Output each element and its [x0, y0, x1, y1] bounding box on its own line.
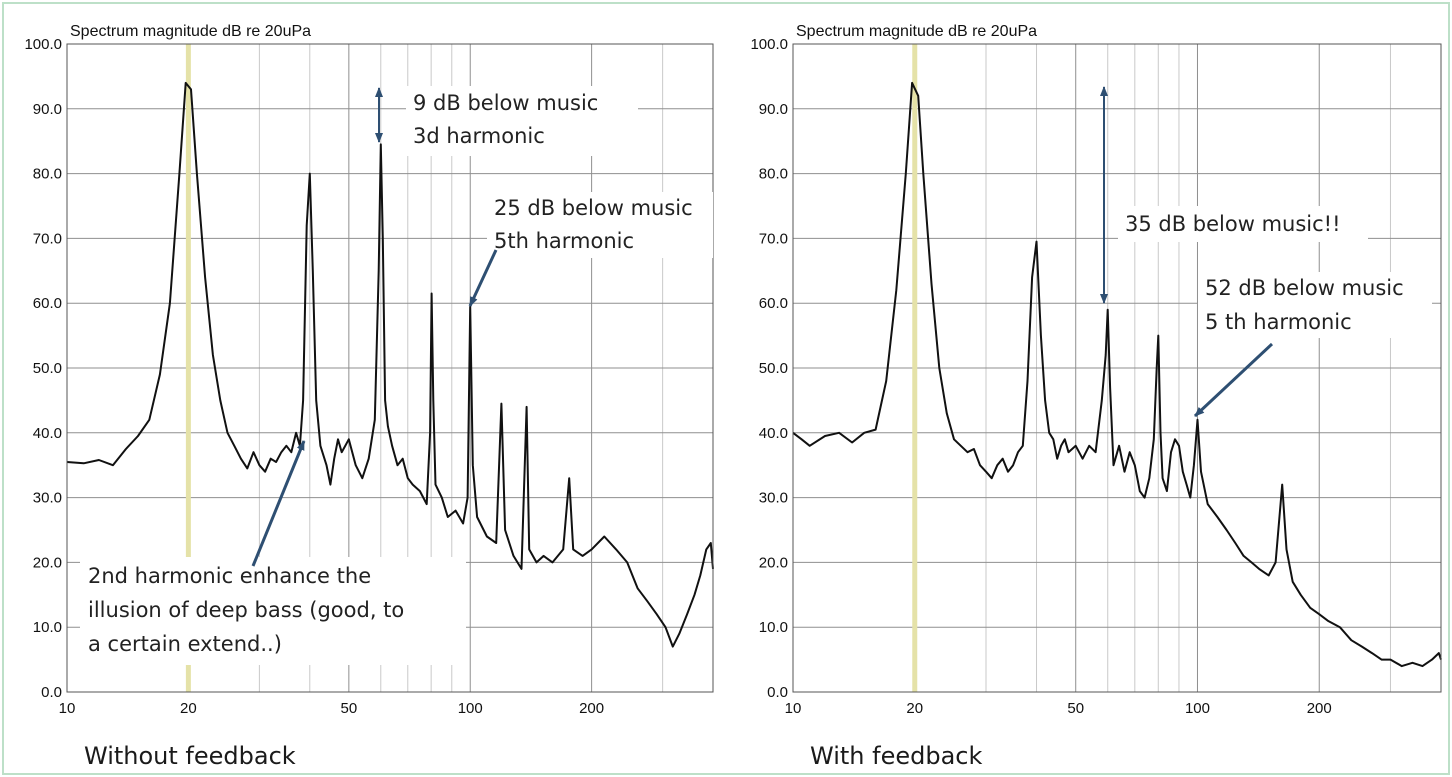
y-tick-labels: 0.0 10.0 20.0 30.0 40.0 50.0 60.0 70.0 80.0 90.0 1…	[750, 36, 788, 701]
annotation-2nd-line3: a certain extend..)	[88, 632, 282, 656]
y-tick-label: 0.0	[767, 684, 788, 701]
annotation-52db-line2: 5 th harmonic	[1205, 310, 1352, 334]
x-tick-label: 20	[906, 700, 923, 717]
plot-border	[66, 43, 714, 693]
x-tick-label: 10	[785, 700, 802, 717]
annotation-box-2nd	[80, 557, 466, 665]
arrow-2nd	[251, 440, 306, 567]
annotation-box-3rd	[406, 86, 638, 156]
x-tick-label: 200	[579, 700, 604, 717]
y-tick-label: 30.0	[33, 490, 62, 507]
y-tick-label: 30.0	[759, 490, 788, 507]
y-tick-label: 40.0	[33, 425, 62, 442]
arrow-25db	[468, 249, 498, 307]
y-tick-label: 50.0	[33, 360, 62, 377]
y-tick-labels: 0.0 10.0 20.0 30.0 40.0 50.0 60.0 70.0 80.0 90.0 1…	[24, 36, 62, 701]
x-tick-label: 100	[458, 700, 483, 717]
y-tick-label: 60.0	[33, 295, 62, 312]
y-tick-label: 100.0	[24, 36, 62, 53]
chart-title: Spectrum magnitude dB re 20uPa	[796, 23, 1037, 40]
annotation-2nd-line1: 2nd harmonic enhance the	[88, 564, 371, 588]
x-tick-label: 200	[1307, 700, 1332, 717]
annotation-box-35db	[1118, 206, 1368, 242]
spectrum-line	[66, 81, 714, 648]
y-tick-label: 50.0	[759, 360, 788, 377]
chart-title: Spectrum magnitude dB re 20uPa	[70, 23, 311, 40]
annotation-2nd-line2: illusion of deep bass (good, to	[88, 598, 404, 622]
y-tick-label: 20.0	[33, 554, 62, 571]
annotation-box-52db	[1198, 272, 1432, 338]
y-tick-label: 80.0	[33, 166, 62, 183]
y-tick-label: 60.0	[759, 295, 788, 312]
annotation-box-5th	[487, 192, 713, 258]
x-tick-label: 100	[1185, 700, 1210, 717]
annotation-52db-line1: 52 dB below music	[1205, 276, 1404, 300]
chart-without-feedback: 0.0 10.0 20.0 30.0 40.0 50.0 60.0 70.0 80.0 90.0 1…	[24, 23, 714, 770]
y-tick-label: 20.0	[759, 554, 788, 571]
caption-with-feedback: With feedback	[810, 742, 982, 770]
y-tick-label: 70.0	[33, 230, 62, 247]
annotation-25db-line1: 25 dB below music	[494, 196, 693, 220]
annotation-9db-line2: 3d harmonic	[413, 124, 545, 148]
arrow-52db	[1193, 342, 1274, 418]
y-tick-label: 90.0	[33, 101, 62, 118]
y-tick-label: 90.0	[759, 101, 788, 118]
x-tick-label: 20	[180, 700, 197, 717]
annotation-35db: 35 dB below music!!	[1125, 212, 1341, 236]
y-tick-label: 100.0	[750, 36, 788, 53]
caption-without-feedback: Without feedback	[84, 742, 296, 770]
y-tick-label: 70.0	[759, 230, 788, 247]
spectrum-line	[792, 81, 1442, 668]
y-tick-label: 0.0	[41, 684, 62, 701]
annotation-9db-line1: 9 dB below music	[413, 91, 598, 115]
y-tick-label: 40.0	[759, 425, 788, 442]
x-tick-label: 50	[341, 700, 358, 717]
plot-border	[792, 43, 1442, 693]
y-tick-label: 80.0	[759, 166, 788, 183]
x-tick-labels: 10 20 50 100 200	[59, 700, 604, 717]
y-tick-label: 10.0	[33, 619, 62, 636]
x-tick-labels: 10 20 50 100 200	[785, 700, 1332, 717]
x-tick-label: 50	[1067, 700, 1084, 717]
chart-with-feedback: 0.0 10.0 20.0 30.0 40.0 50.0 60.0 70.0 80.0 90.0 1…	[750, 23, 1442, 770]
y-tick-label: 10.0	[759, 619, 788, 636]
x-tick-label: 10	[59, 700, 76, 717]
annotation-25db-line2: 5th harmonic	[494, 229, 634, 253]
